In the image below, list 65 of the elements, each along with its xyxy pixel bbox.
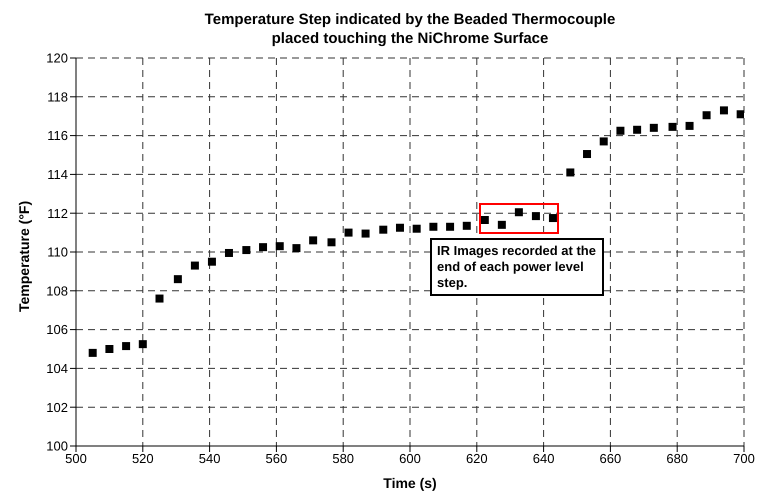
y-tick-label: 102	[46, 400, 68, 415]
point	[650, 124, 658, 132]
point	[259, 243, 268, 252]
x-tick-label: 540	[198, 451, 220, 466]
point	[344, 228, 353, 237]
y-tick-label: 116	[47, 128, 68, 144]
x-tick-label: 700	[733, 451, 755, 466]
x-tick-label: 560	[266, 451, 288, 466]
point	[480, 216, 489, 224]
x-tick-label: 620	[466, 451, 488, 466]
point	[276, 242, 284, 250]
point	[224, 248, 233, 257]
point	[583, 150, 592, 158]
y-tick-label: 106	[46, 322, 68, 338]
y-tick-label: 104	[46, 361, 68, 376]
point	[429, 222, 438, 231]
point	[190, 262, 199, 270]
point	[396, 224, 404, 232]
point	[122, 342, 130, 350]
point	[292, 244, 300, 252]
point	[462, 222, 471, 230]
y-tick-label: 108	[46, 283, 68, 298]
chart-title: Temperature Step indicated by the Beaded Thermocouple placed touching the NiChrome Surface	[204, 10, 616, 48]
point	[379, 226, 388, 234]
y-tick-label: 100	[46, 438, 68, 454]
point	[138, 340, 147, 348]
point	[720, 106, 728, 114]
y-tick-label: 112	[47, 206, 68, 221]
point	[105, 345, 114, 353]
x-tick-label: 640	[532, 451, 554, 466]
y-tick-label: 110	[47, 244, 68, 260]
point	[174, 275, 182, 284]
point	[362, 230, 370, 238]
point	[686, 122, 694, 130]
point	[328, 238, 336, 246]
point	[88, 348, 97, 357]
x-tick-label: 500	[65, 451, 87, 466]
y-axis-title: Temperature (°F)	[16, 200, 32, 312]
annotation: IR Images recorded at the end of each power level step.	[430, 238, 604, 296]
x-tick-label: 600	[399, 451, 421, 466]
point	[668, 122, 677, 131]
x-tick-label: 520	[132, 451, 154, 466]
point	[566, 168, 574, 176]
point	[498, 220, 506, 229]
y-tick-label: 118	[47, 89, 68, 104]
x-tick-label: 660	[600, 451, 622, 466]
point	[242, 246, 250, 254]
point	[156, 294, 164, 303]
x-tick-label: 680	[666, 451, 688, 466]
point	[600, 137, 608, 146]
x-axis-title: Time (s)	[383, 475, 437, 491]
point	[309, 236, 318, 244]
point	[532, 212, 540, 220]
point	[412, 224, 421, 233]
x-tick-label: 580	[332, 451, 354, 466]
y-tick-label: 120	[46, 50, 68, 66]
point	[702, 111, 711, 120]
point	[548, 214, 557, 222]
point	[633, 126, 642, 134]
point	[514, 208, 523, 216]
point	[208, 258, 216, 266]
y-tick-label: 114	[47, 167, 68, 182]
point	[736, 110, 744, 118]
point	[616, 126, 624, 135]
point	[446, 222, 454, 231]
